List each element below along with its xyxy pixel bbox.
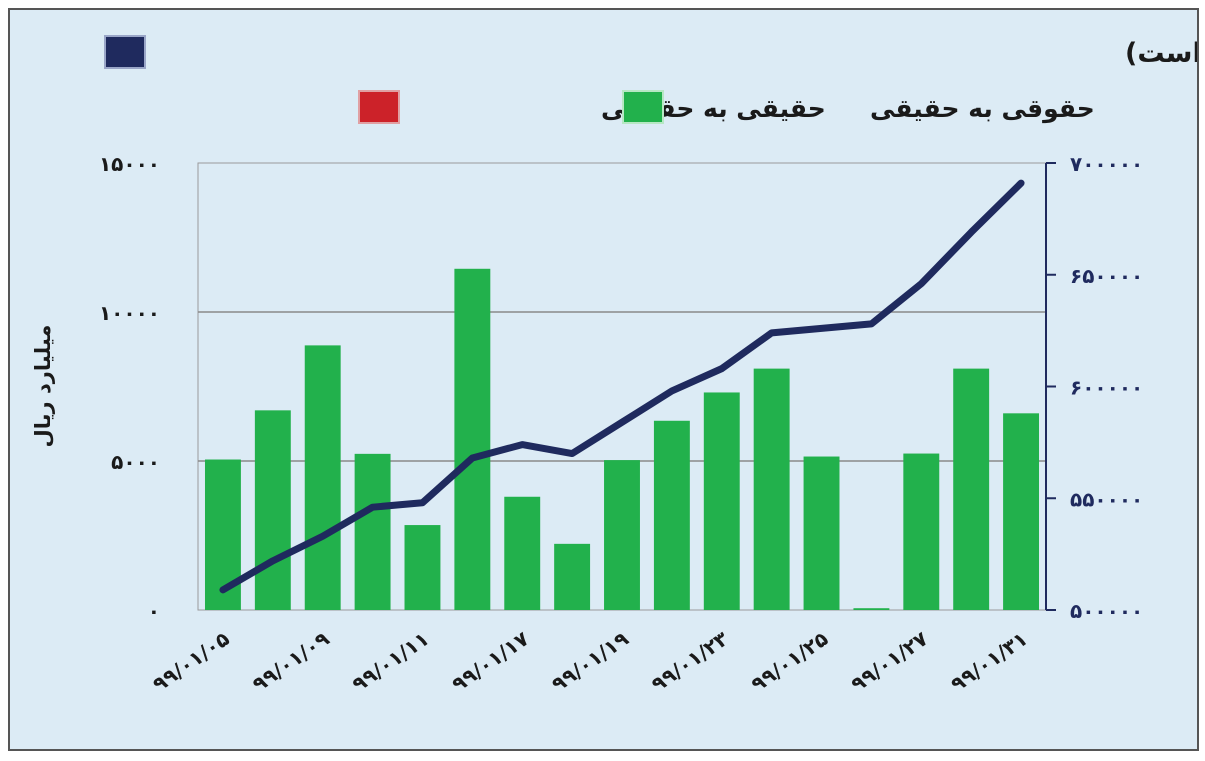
legend: تغییر مالکیت میان سهامداران (محور چپ) و … <box>104 35 1197 124</box>
x-tick-label: ۹۹/۰۱/۱۷ <box>447 626 533 696</box>
right-axis-labels: ۷۰۰۰۰۰ ۶۵۰۰۰۰ ۶۰۰۰۰۰ ۵۵۰۰۰۰ ۵۰۰۰۰۰ <box>1070 152 1143 623</box>
chart: تغییر مالکیت میان سهامداران (محور چپ) و … <box>31 35 1197 696</box>
x-tick-label: ۹۹/۰۱/۰۵ <box>148 626 234 696</box>
bar <box>653 420 690 610</box>
bar <box>404 525 441 610</box>
x-tick-label: ۹۹/۰۱/۲۷ <box>846 626 932 696</box>
bar <box>953 368 990 610</box>
bar <box>703 392 740 610</box>
legend-label-green: حقوقی به حقیقی <box>870 94 1095 124</box>
bar <box>254 410 291 610</box>
bar <box>554 543 591 610</box>
index-line <box>219 179 1025 594</box>
x-axis-labels: ۹۹/۰۱/۰۵ ۹۹/۰۱/۰۹ ۹۹/۰۱/۱۱ ۹۹/۰۱/۱۷ ۹۹/۰۱/۱۹… <box>148 626 1032 696</box>
y-axis-title: میلیارد ریال <box>31 325 55 448</box>
legend-swatch-index <box>104 35 146 69</box>
x-tick-label: ۹۹/۰۱/۱۱ <box>348 626 434 696</box>
chart-frame: تغییر مالکیت میان سهامداران (محور چپ) و … <box>8 8 1199 751</box>
bar <box>504 496 541 610</box>
bar-series <box>204 268 1040 610</box>
bar <box>753 368 790 610</box>
left-tick-label: ۵۰۰۰ <box>111 450 160 474</box>
right-tick-label: ۶۰۰۰۰۰ <box>1070 376 1143 400</box>
left-tick-label: ۰ <box>148 599 160 623</box>
right-tick-label: ۶۵۰۰۰۰ <box>1070 264 1143 288</box>
legend-swatch-red <box>358 90 400 124</box>
x-tick-label: ۹۹/۰۱/۲۵ <box>747 626 833 696</box>
right-tick-label: ۵۵۰۰۰۰ <box>1070 487 1143 511</box>
bar <box>604 460 640 610</box>
x-tick-label: ۹۹/۰۱/۰۹ <box>248 626 334 696</box>
left-tick-label: ۱۵۰۰۰ <box>99 152 160 176</box>
bar <box>454 268 491 610</box>
legend-swatch-green <box>622 90 664 124</box>
bar <box>304 345 341 610</box>
bar <box>903 453 940 610</box>
x-tick-label: ۹۹/۰۱/۲۳ <box>647 626 733 696</box>
bar <box>354 453 391 610</box>
chart-title: تغییر مالکیت میان سهامداران (محور چپ) و … <box>1125 38 1197 69</box>
plot-area <box>197 162 1056 611</box>
bar <box>853 608 890 610</box>
right-tick-label: ۷۰۰۰۰۰ <box>1070 152 1143 176</box>
right-tick-label: ۵۰۰۰۰۰ <box>1070 599 1143 623</box>
bar <box>1003 413 1040 610</box>
x-tick-label: ۹۹/۰۱/۳۱ <box>946 626 1032 696</box>
left-axis-labels: ۱۵۰۰۰ ۱۰۰۰۰ ۵۰۰۰ ۰ <box>99 152 160 623</box>
left-tick-label: ۱۰۰۰۰ <box>99 301 160 325</box>
bar <box>803 456 840 610</box>
right-axis-ticks <box>1046 162 1056 611</box>
x-tick-label: ۹۹/۰۱/۱۹ <box>547 626 633 696</box>
